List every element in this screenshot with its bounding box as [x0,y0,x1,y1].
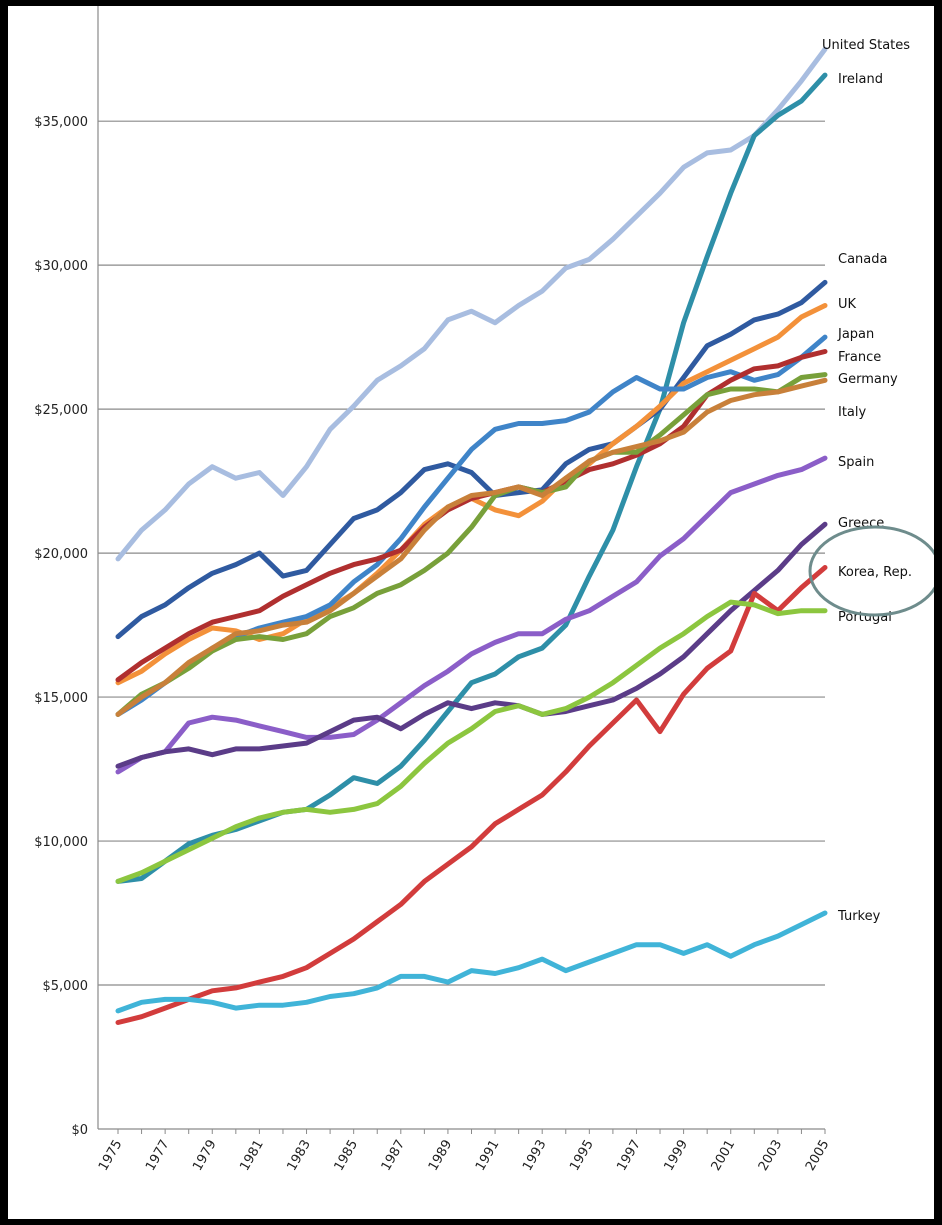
x-tick-label: 2005 [803,1138,833,1174]
x-tick-label: 1999 [662,1138,692,1174]
series-label: Germany [838,372,898,387]
x-tick-label: 1991 [473,1138,503,1174]
x-tick-label: 1997 [614,1138,644,1174]
series-label: France [838,350,881,365]
series-lines [115,46,828,1025]
x-tick-label: 1987 [379,1138,409,1174]
series-label: Spain [838,455,874,470]
series-label: UK [838,297,857,312]
series-line-turkey [115,910,828,1014]
series-line-italy [115,377,828,717]
y-tick-label: $25,000 [34,403,88,418]
series-label: Portugal [838,610,892,625]
series-line-germany [115,372,828,717]
y-tick-label: $30,000 [34,259,88,274]
series-label: Italy [838,405,867,420]
axes [97,6,826,1134]
series-label: United States [822,38,910,53]
series-line-portugal [115,599,828,884]
x-tick-label: 2003 [756,1138,786,1174]
series-line-greece [115,521,828,769]
series-label: Japan [837,327,874,342]
y-tick-label: $20,000 [34,547,88,562]
x-tick-label: 1995 [567,1138,597,1174]
series-labels: United States Ireland Canada UK Japan France G… [822,38,912,924]
line-chart: $0 $5,000 $10,000 $15,000 $20,000 $25,000 $30,… [34,6,934,1174]
series-line-ireland [115,72,828,884]
series-line-korea-rep- [115,565,828,1025]
series-line-united-states [115,46,828,562]
y-tick-label: $10,000 [34,835,88,850]
annotations [808,525,934,617]
series-label: Canada [838,252,887,267]
x-tick-label: 1981 [237,1138,267,1174]
y-tick-label: $0 [71,1123,88,1138]
y-tick-label: $35,000 [34,115,88,130]
x-tick-label: 1975 [96,1138,126,1174]
x-tick-label: 1993 [520,1138,550,1174]
x-tick-label: 1977 [143,1138,173,1174]
x-tick-labels: 1975 1977 1979 1981 1983 1985 1987 1989 1991 1993… [96,1138,833,1174]
highlight-ellipse [808,525,934,617]
x-tick-label: 2001 [709,1138,739,1174]
chart-canvas: $0 $5,000 $10,000 $15,000 $20,000 $25,000 $30,… [8,6,934,1219]
y-tick-label: $15,000 [34,691,88,706]
series-line-spain [115,455,828,775]
x-tick-label: 1983 [284,1138,314,1174]
y-tick-label: $5,000 [43,979,89,994]
series-label: Korea, Rep. [838,565,912,580]
series-label: Ireland [838,72,883,87]
y-tick-labels: $0 $5,000 $10,000 $15,000 $20,000 $25,000 $30,… [34,115,88,1138]
series-line-canada [115,279,828,640]
x-tick-label: 1989 [426,1138,456,1174]
series-label: Turkey [837,909,881,924]
x-tick-label: 1985 [332,1138,362,1174]
x-tick-label: 1979 [190,1138,220,1174]
